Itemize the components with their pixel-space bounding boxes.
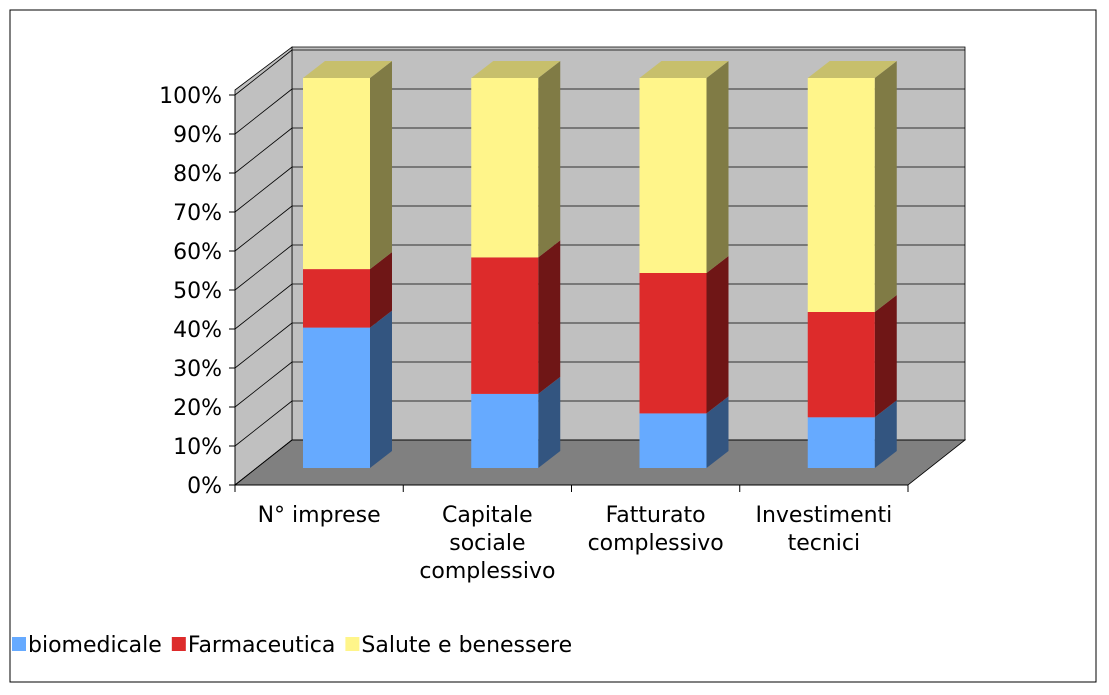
grid-line <box>234 244 293 291</box>
x-tick-label: Investimenti tecnici <box>755 503 892 556</box>
bar <box>303 327 370 468</box>
legend-swatch <box>12 637 26 651</box>
bar <box>471 257 539 394</box>
bar-side <box>706 256 729 414</box>
bar-top <box>303 61 392 78</box>
bar <box>807 78 875 312</box>
bar <box>807 312 875 418</box>
x-tick-label: Capitale sociale complessivo <box>419 503 555 584</box>
legend-swatch <box>171 637 186 651</box>
legend-label: Salute e benessere <box>361 633 572 658</box>
grid-line <box>234 49 293 96</box>
y-tick-label: 100% <box>159 84 222 109</box>
bar-side <box>874 400 897 468</box>
bar-side <box>706 61 729 273</box>
grid-line <box>234 361 293 408</box>
side-wall <box>234 46 293 486</box>
y-tick-label: 40% <box>173 318 222 343</box>
grid-line <box>234 400 293 447</box>
bar-side <box>538 61 561 258</box>
y-tick-label: 80% <box>173 162 222 187</box>
grid-line <box>234 439 293 486</box>
y-tick-label: 60% <box>173 240 222 265</box>
bar-side <box>874 295 897 418</box>
bar <box>303 78 370 270</box>
bar-side <box>706 396 729 468</box>
grid-line <box>234 205 293 252</box>
bar <box>471 393 539 468</box>
bar-side <box>370 310 392 468</box>
bar-side <box>538 376 561 468</box>
legend-swatch <box>345 637 360 651</box>
bar <box>303 269 370 328</box>
bar <box>471 78 539 258</box>
bar <box>639 273 707 414</box>
y-tick-label: 50% <box>173 279 222 304</box>
grid-line <box>234 166 293 213</box>
x-tick-label: N° imprese <box>258 503 381 528</box>
bar-side <box>538 240 561 394</box>
grid-line <box>234 127 293 174</box>
y-tick-label: 0% <box>187 474 222 499</box>
bar <box>639 78 707 273</box>
y-tick-label: 70% <box>173 201 222 226</box>
legend-label: Farmaceutica <box>188 633 336 658</box>
bar-top <box>807 61 897 78</box>
grid-line <box>234 88 293 135</box>
bar <box>807 417 875 468</box>
bar-side <box>370 61 392 270</box>
legend-label: biomedicale <box>28 633 162 658</box>
bar <box>639 413 707 468</box>
y-tick-label: 30% <box>173 357 222 382</box>
bar-top <box>471 61 561 78</box>
bar-side <box>874 61 897 312</box>
y-tick-label: 90% <box>173 123 222 148</box>
y-tick-label: 10% <box>173 435 222 460</box>
bar-side <box>370 252 392 328</box>
grid-line <box>234 283 293 330</box>
bar-top <box>639 61 729 78</box>
y-tick-label: 20% <box>173 396 222 421</box>
grid-line <box>234 322 293 369</box>
x-tick-label: Fatturato complessivo <box>588 503 724 556</box>
